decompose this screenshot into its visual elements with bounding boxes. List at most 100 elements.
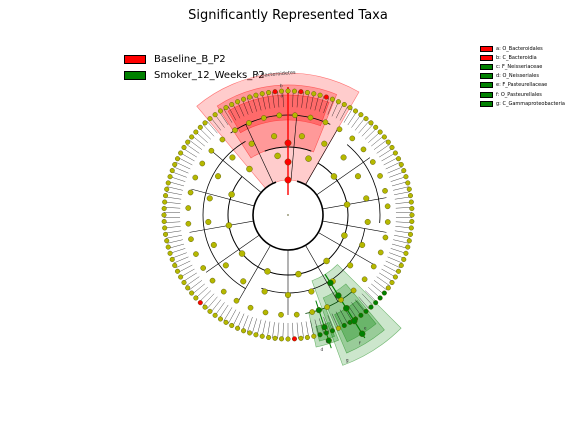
- leaf-branch: [232, 311, 241, 327]
- clade-label-b: b: [280, 83, 283, 89]
- leaf-node: [377, 129, 383, 135]
- leaf-node: [167, 174, 173, 180]
- leaf-branch: [368, 131, 381, 143]
- leaf-node: [212, 112, 218, 118]
- leaf-branch: [232, 103, 241, 119]
- leaf-branch: [331, 313, 339, 329]
- leaf-branch: [292, 91, 294, 108]
- leaf-branch: [371, 283, 384, 295]
- leaf-branch: [210, 117, 222, 131]
- taxa-label-e: e: F_Pasteurellaceae: [496, 82, 548, 89]
- leaf-branch: [237, 313, 245, 329]
- internal-node: [209, 277, 216, 284]
- leaf-branch: [251, 96, 257, 112]
- leaf-node: [172, 262, 178, 268]
- leaf-branch: [168, 181, 185, 187]
- leaf-node: [358, 112, 364, 118]
- internal-node: [363, 195, 370, 202]
- leaf-branch: [394, 230, 411, 234]
- leaf-branch: [256, 94, 262, 111]
- clade-label-g: g: [346, 358, 349, 363]
- backbone-arc-inner: [252, 180, 324, 251]
- leaf-branch: [166, 235, 182, 239]
- leaf-branch: [389, 171, 405, 178]
- internal-node: [293, 311, 300, 318]
- bacteroidetes-node: [284, 139, 292, 147]
- leaf-branch: [390, 176, 406, 182]
- leaf-branch: [228, 106, 237, 121]
- leaf-branch: [180, 268, 195, 278]
- spoke-branch: [322, 197, 387, 210]
- leaf-branch: [365, 290, 377, 302]
- taxa-swatch: [480, 54, 493, 61]
- internal-node: [347, 262, 354, 269]
- internal-node: [382, 188, 388, 194]
- legend-item-smoker: Smoker_12_Weeks_P2: [124, 67, 265, 83]
- leaf-branch: [305, 321, 309, 338]
- leaf-branch: [323, 97, 329, 114]
- internal-node: [238, 250, 246, 257]
- leaf-branch: [189, 139, 203, 150]
- leaf-node: [373, 300, 379, 306]
- leaf-node: [363, 116, 369, 122]
- leaf-branch: [296, 91, 299, 108]
- leaf-node: [335, 99, 341, 105]
- leaf-branch: [314, 319, 320, 336]
- internal-node: [247, 304, 254, 311]
- taxa-legend: a: O_Bacteroidales b: C_Bacteroidia c: F…: [480, 44, 565, 108]
- leaf-node: [395, 156, 401, 162]
- leaf-branch: [199, 290, 211, 302]
- leaf-node: [241, 96, 247, 102]
- leaf-node: [381, 290, 387, 296]
- internal-node: [246, 120, 252, 126]
- leaf-node: [161, 218, 167, 224]
- cladogram-nodes: [161, 88, 415, 344]
- leaf-branch: [361, 124, 374, 137]
- internal-node: [219, 136, 226, 143]
- leaf-node: [175, 268, 181, 274]
- clade-labels: P_Bacteroidetes a b c d e f g: [255, 70, 366, 364]
- backbone-arc: [305, 291, 353, 314]
- leaf-node: [193, 129, 199, 135]
- leaf-branch: [373, 139, 387, 150]
- leaf-branch: [310, 320, 314, 337]
- leaf-node: [406, 186, 412, 192]
- leaf-branch: [358, 296, 370, 309]
- leaf-branch: [168, 243, 185, 249]
- leaf-branch: [282, 322, 284, 339]
- internal-node: [349, 135, 356, 142]
- spoke-branch: [316, 157, 371, 196]
- leaf-node: [207, 116, 213, 122]
- leaf-branch: [199, 128, 211, 140]
- leaf-node: [189, 290, 195, 296]
- internal-node: [295, 270, 302, 278]
- leaf-branch: [331, 101, 339, 117]
- internal-node: [220, 288, 227, 295]
- leaf-node: [165, 180, 171, 186]
- internal-node: [308, 288, 315, 295]
- leaf-branch: [202, 124, 215, 137]
- leaf-branch: [171, 252, 187, 259]
- leaf-branch: [301, 322, 304, 339]
- internal-node: [285, 292, 292, 299]
- legend-label-smoker: Smoker_12_Weeks_P2: [154, 69, 265, 81]
- leaf-node: [389, 280, 395, 286]
- leaf-branch: [385, 162, 401, 170]
- leaf-node: [161, 206, 167, 212]
- leaf-node: [405, 244, 411, 250]
- leaf-node: [181, 280, 187, 286]
- internal-node: [336, 126, 343, 133]
- leaf-branch: [267, 321, 271, 338]
- leaf-branch: [256, 319, 262, 336]
- internal-node: [261, 288, 268, 295]
- leaf-branch: [247, 316, 253, 333]
- internal-node: [210, 241, 217, 248]
- internal-node: [264, 268, 271, 275]
- internal-node: [192, 174, 199, 181]
- leaf-node: [193, 295, 199, 301]
- leaf-branch: [277, 91, 280, 108]
- taxa-legend-item: c: F_Neisseriaceae: [480, 62, 565, 71]
- leaf-branch: [327, 99, 334, 115]
- backbone-arc: [346, 144, 381, 224]
- leaf-branch: [186, 276, 200, 286]
